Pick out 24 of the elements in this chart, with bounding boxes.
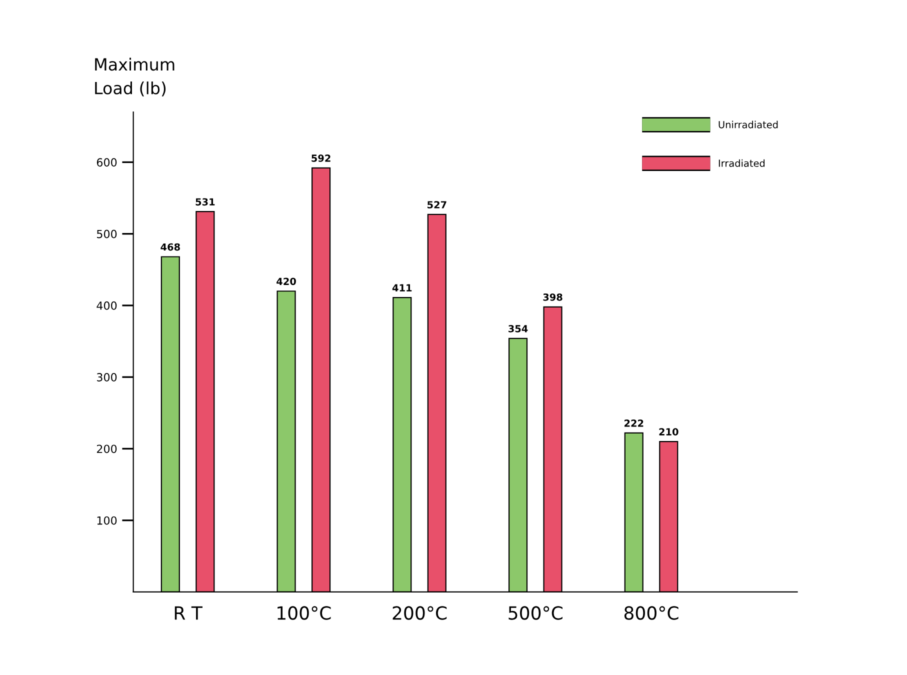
- data-label: 398: [543, 293, 562, 301]
- data-label: 531: [196, 198, 215, 206]
- text: Unirradiated: [718, 120, 778, 128]
- y-tick-label: 400: [96, 301, 117, 310]
- y-tick-label: 100: [97, 516, 117, 525]
- data-label: 527: [428, 201, 446, 208]
- y-axis-title: Maximum Load (lb): [95, 58, 174, 96]
- data-label: 468: [160, 243, 180, 251]
- x-tick-label: 100°C: [278, 606, 331, 620]
- x-tick-label: 800°C: [624, 606, 678, 620]
- y-tick-label: 300: [96, 373, 117, 382]
- x-tick-label: R T: [174, 606, 202, 620]
- text: Irradiated: [718, 159, 765, 167]
- data-label: 592: [312, 154, 330, 162]
- x-tick-label: 200°C: [392, 606, 447, 620]
- data-label: 420: [276, 278, 296, 286]
- data-label: 210: [659, 428, 678, 436]
- data-label: 222: [624, 420, 644, 427]
- x-tick-label: 500°C: [508, 606, 562, 620]
- data-label: 411: [392, 284, 412, 292]
- y-tick-label: 500: [97, 230, 117, 238]
- y-tick-label: 200: [96, 444, 117, 454]
- y-tick-label: 600: [96, 158, 117, 167]
- data-label: 354: [508, 325, 528, 332]
